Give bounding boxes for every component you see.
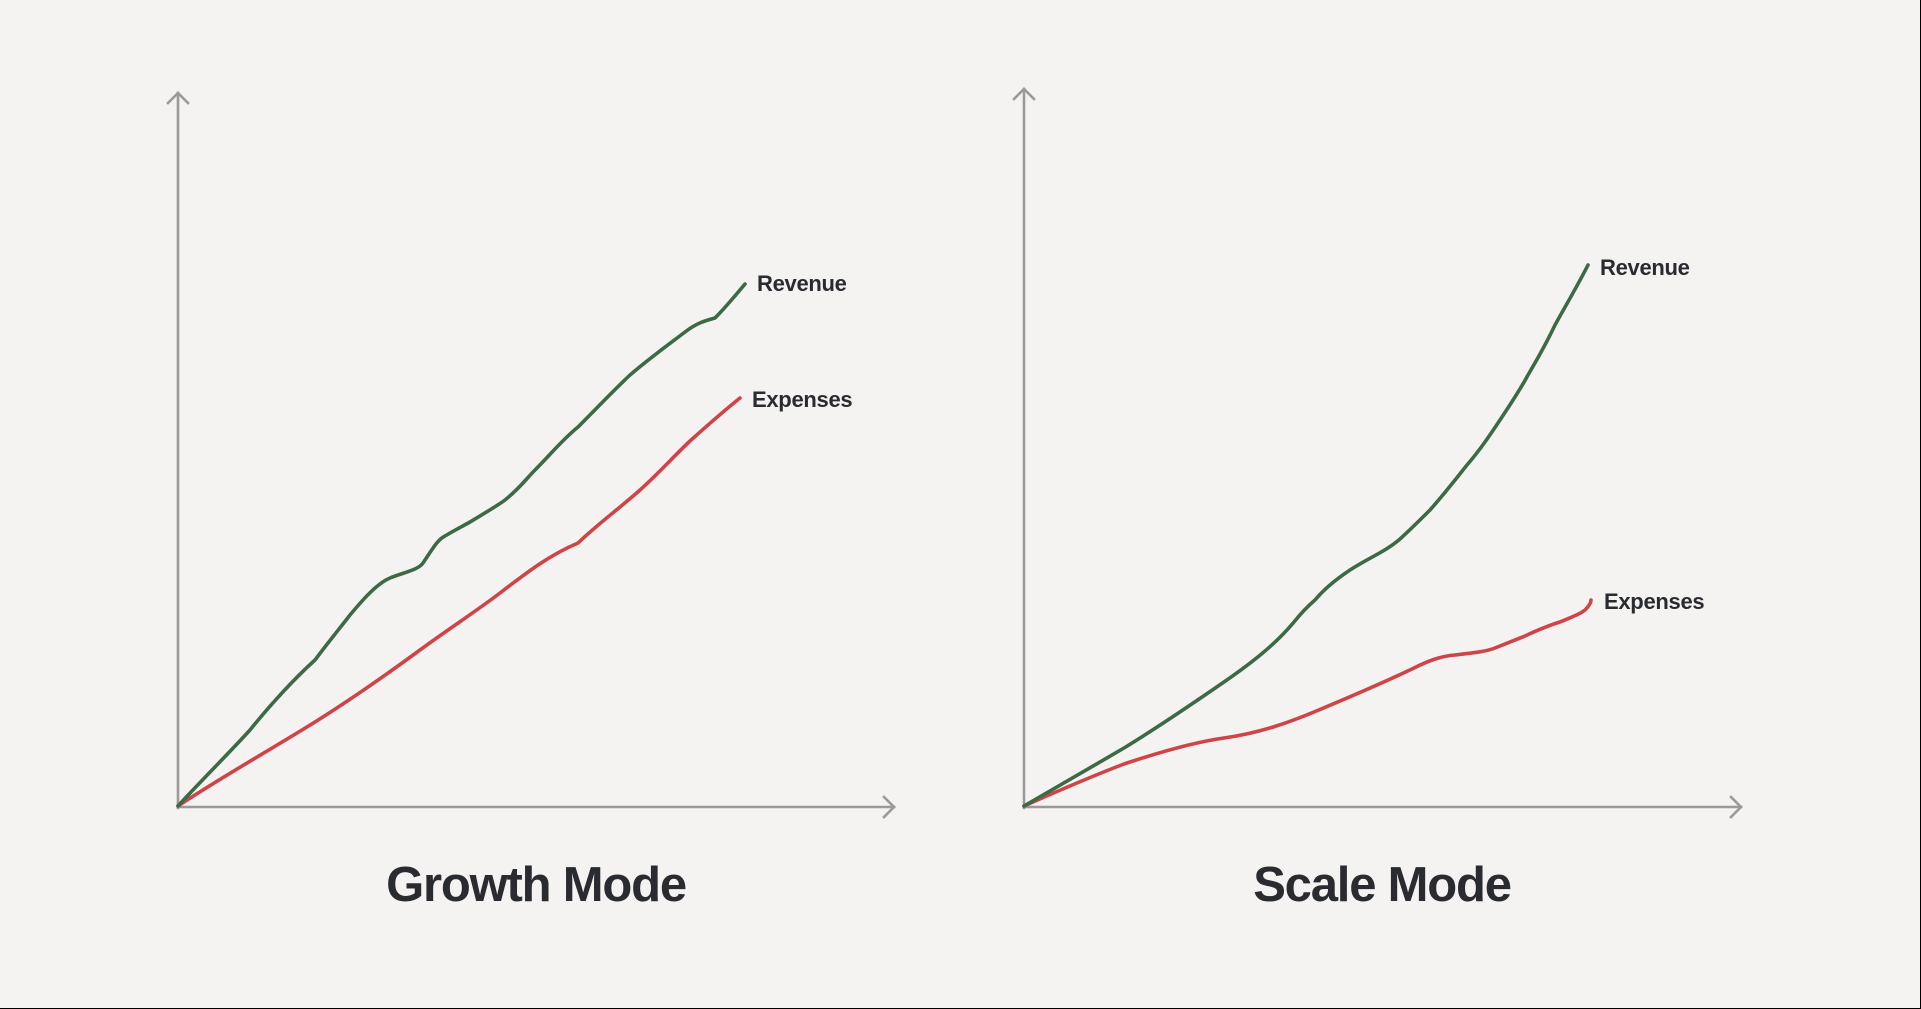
- y-axis-arrow-icon: [166, 91, 190, 105]
- x-axis-arrow-icon: [882, 795, 896, 819]
- growth-mode-chart: [166, 91, 896, 819]
- scale-revenue-label: Revenue: [1600, 255, 1690, 280]
- scale-mode-chart: [1012, 87, 1743, 819]
- x-axis: [1022, 795, 1743, 819]
- y-axis: [1012, 87, 1036, 810]
- x-axis: [176, 795, 896, 819]
- scale-mode-title: Scale Mode: [1253, 858, 1512, 912]
- expenses-line: [1022, 598, 1593, 808]
- y-axis: [166, 91, 190, 810]
- x-axis-arrow-icon: [1729, 795, 1743, 819]
- expenses-line: [176, 396, 742, 808]
- scale-expenses-label: Expenses: [1604, 589, 1705, 614]
- revenue-line: [176, 282, 747, 808]
- growth-expenses-label: Expenses: [752, 387, 853, 412]
- growth-mode-title: Growth Mode: [386, 858, 687, 912]
- growth-revenue-label: Revenue: [757, 271, 847, 296]
- revenue-line: [1022, 263, 1590, 808]
- y-axis-arrow-icon: [1012, 87, 1036, 101]
